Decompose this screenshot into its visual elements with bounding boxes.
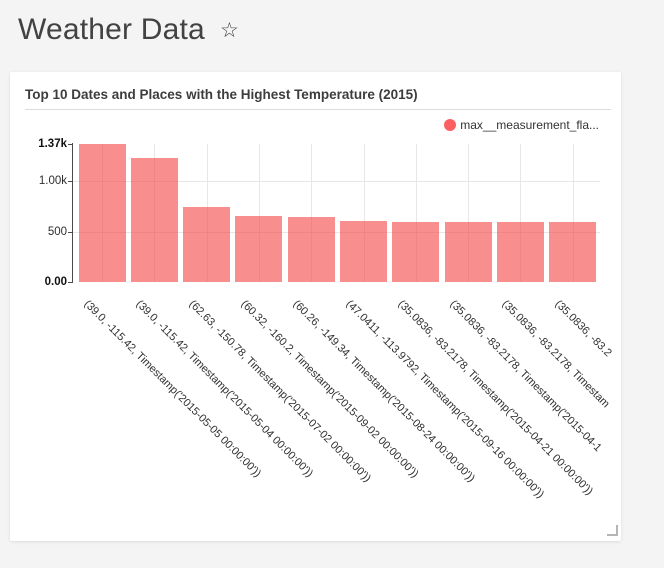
legend-series-label: max__measurement_fla...: [460, 117, 599, 132]
chart-bar[interactable]: [549, 221, 597, 282]
page-title: Weather Data: [18, 12, 205, 46]
x-axis-tick-label: (39.0, -115.42, Timestamp('2015-05-04 00…: [133, 298, 316, 480]
x-axis-tick-label: (62.63, -150.78, Timestamp('2015-07-02 0…: [186, 298, 373, 485]
vertical-gridline: [520, 144, 522, 282]
chart-bar[interactable]: [183, 206, 231, 282]
vertical-gridline: [415, 144, 417, 282]
y-axis-tick: [68, 231, 72, 233]
x-axis-tick-label: (35.0836, -83.2: [552, 298, 614, 360]
page-header: Weather Data ☆: [18, 8, 239, 51]
chart-bar[interactable]: [444, 221, 492, 282]
title-separator: [25, 109, 611, 110]
x-axis-tick-label: (60.32, -160.2, Timestamp('2015-09-02 00…: [238, 298, 421, 481]
chart-bar[interactable]: [340, 221, 387, 282]
y-axis-line: [72, 143, 73, 283]
y-axis-tick-label: 1.00k: [38, 175, 67, 188]
y-axis-tick-label: 1.37k: [38, 138, 67, 150]
vertical-gridline: [363, 144, 365, 282]
bar-chart-plot-area: 0.00 500 1.00k 1.37k (39.0, -115.42, Timesta…: [10, 72, 621, 541]
x-axis-tick-label: (35.0836, -83.2178, Timestamp('2015-04-2…: [395, 298, 595, 498]
x-axis-tick-label: (60.26, -149.34, Timestamp('2015-08-24 0…: [290, 298, 478, 485]
vertical-gridline: [311, 144, 313, 282]
widget-title: Top 10 Dates and Places with the Highest…: [25, 87, 418, 102]
vertical-gridline: [258, 144, 260, 282]
chart-bar[interactable]: [130, 158, 178, 282]
chart-bar[interactable]: [78, 144, 126, 282]
vertical-gridline: [572, 144, 574, 282]
chart-widget-card: Top 10 Dates and Places with the Highest…: [10, 72, 621, 541]
vertical-gridline: [468, 144, 470, 282]
chart-bar[interactable]: [287, 216, 335, 282]
y-axis-tick: [68, 181, 72, 183]
x-axis-tick-label: (47.0411, -113.9792, Timestamp('2015-09-…: [343, 298, 546, 501]
chart-bar[interactable]: [235, 216, 283, 282]
legend-item[interactable]: max__measurement_fla...: [444, 117, 599, 132]
horizontal-gridline: [72, 181, 600, 183]
horizontal-gridline: [72, 231, 600, 233]
y-axis-tick: [68, 144, 72, 145]
y-axis-tick-label: 0.00: [44, 276, 67, 288]
y-axis-tick-label: 500: [47, 225, 67, 238]
y-axis-tick: [68, 282, 72, 283]
legend-series-dot-icon: [444, 118, 457, 131]
chart-bar[interactable]: [496, 221, 544, 282]
x-axis-tick-label: (39.0, -115.42, Timestamp('2015-05-05 00…: [81, 298, 264, 480]
chart-bar[interactable]: [392, 221, 440, 282]
favorite-star-icon[interactable]: ☆: [219, 19, 239, 42]
x-axis-tick-label: (35.0836, -83.2178, Timestam: [499, 298, 613, 411]
widget-resize-handle-icon[interactable]: [607, 525, 618, 536]
